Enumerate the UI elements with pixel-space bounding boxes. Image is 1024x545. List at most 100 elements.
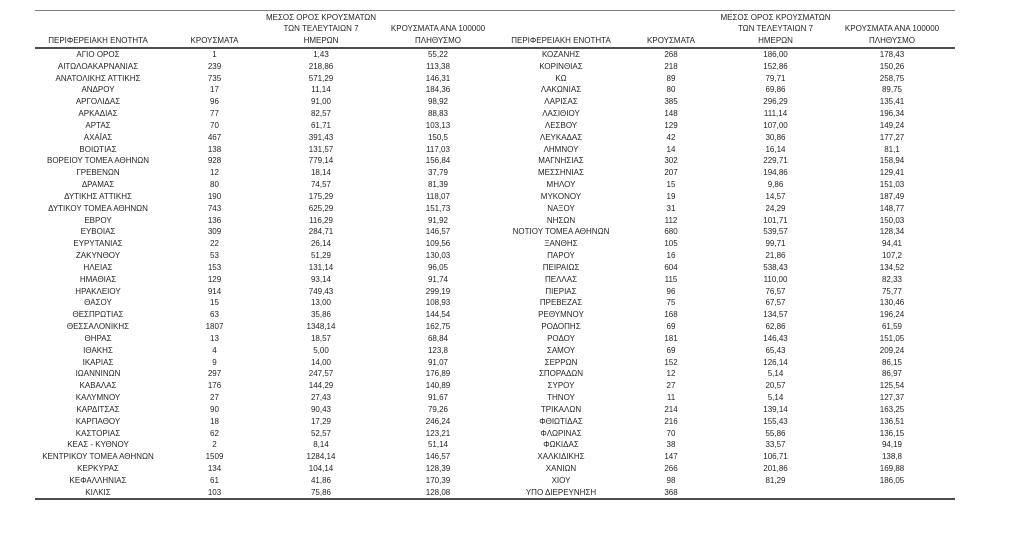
region-cell: ΚΟΖΑΝΗΣ bbox=[541, 50, 581, 59]
region-cell: ΙΚΑΡΙΑΣ bbox=[82, 357, 114, 367]
table-row: ΔΥΤΙΚΟΥ ΤΟΜΕΑ ΑΘΗΝΩΝ 743 625,29 151,73 ΝΑΞΟΥ… bbox=[35, 203, 955, 215]
region-cell: ΚΩ bbox=[555, 73, 567, 83]
table-row: ΕΒΡΟΥ 136 116,29 91,92 ΝΗΣΩΝ 112 101,71 150,03 bbox=[35, 215, 955, 227]
col-header-per100k-right: ΚΡΟΥΣΜΑΤΑ ΑΝΑ 100000 ΠΛΗΘΥΣΜΟ bbox=[829, 11, 955, 47]
table-row: ΚΑΡΠΑΘΟΥ 18 17,29 246,24 ΦΘΙΩΤΙΔΑΣ 216 155,43 1… bbox=[35, 416, 955, 428]
avg7-cell: 104,14 bbox=[308, 463, 334, 473]
cases-cell: 90 bbox=[210, 404, 219, 414]
cases-cell: 105 bbox=[664, 239, 678, 249]
avg7-cell: 33,57 bbox=[765, 440, 786, 450]
region-cell: ΑΓΙΟ ΟΡΟΣ bbox=[76, 50, 120, 59]
avg7-cell: 779,14 bbox=[308, 156, 334, 166]
avg7-cell: 61,71 bbox=[310, 120, 332, 130]
cases-cell: 268 bbox=[664, 50, 678, 59]
avg7-cell: 14,00 bbox=[310, 357, 332, 367]
avg7-header-line3: ΗΜΕΡΩΝ bbox=[758, 35, 793, 45]
avg7-cell: 539,57 bbox=[763, 227, 788, 237]
table-row: ΖΑΚΥΝΘΟΥ 53 51,29 130,03 ΠΑΡΟΥ 16 21,86 107,2 bbox=[35, 250, 955, 262]
cases-cell: 103 bbox=[207, 487, 222, 497]
per100k-cell: 184,36 bbox=[425, 85, 451, 95]
table-row: ΚΑΣΤΟΡΙΑΣ 62 52,57 123,21 ΦΛΩΡΙΝΑΣ 70 55,86 136… bbox=[35, 428, 955, 440]
avg7-cell: 107,00 bbox=[763, 120, 788, 130]
cases-cell: 147 bbox=[664, 452, 678, 462]
per100k-cell: 246,24 bbox=[425, 416, 451, 426]
region-cell: ΡΕΘΥΜΝΟΥ bbox=[538, 310, 584, 320]
table-row: ΑΝΔΡΟΥ 17 11,14 184,36 ΛΑΚΩΝΙΑΣ 80 69,86 89,75 bbox=[35, 84, 955, 96]
table-row: ΗΛΕΙΑΣ 153 131,14 96,05 ΠΕΙΡΑΙΩΣ 604 538,43 134… bbox=[35, 262, 955, 274]
cases-cell: 42 bbox=[666, 132, 676, 142]
per100k-cell: 96,05 bbox=[427, 262, 449, 272]
region-cell: ΧΑΛΚΙΔΙΚΗΣ bbox=[537, 452, 585, 462]
table-row: ΙΘΑΚΗΣ 4 5,00 123,8 ΣΑΜΟΥ 69 65,43 209,24 bbox=[35, 345, 955, 357]
avg7-header-line1: ΜΕΣΟΣ ΟΡΟΣ ΚΡΟΥΣΜΑΤΩΝ bbox=[265, 13, 377, 23]
cases-cell: 1807 bbox=[205, 322, 224, 332]
avg7-cell: 5,00 bbox=[313, 345, 329, 355]
region-header-label: ΠΕΡΙΦΕΡΕΙΑΚΗ ΕΝΟΤΗΤΑ bbox=[511, 35, 611, 45]
per100k-cell: 91,92 bbox=[427, 215, 449, 225]
region-cell: ΚΕΦΑΛΛΗΝΙΑΣ bbox=[69, 475, 127, 485]
per100k-cell: 118,07 bbox=[426, 191, 450, 201]
per100k-cell: 146,31 bbox=[425, 73, 451, 83]
region-cell: ΛΗΜΝΟΥ bbox=[543, 144, 579, 154]
per100k-cell: 37,79 bbox=[427, 168, 449, 178]
region-cell: ΑΝΔΡΟΥ bbox=[81, 85, 115, 95]
per100k-cell: 129,41 bbox=[879, 168, 905, 178]
table-row: ΘΑΣΟΥ 15 13,00 108,93 ΠΡΕΒΕΖΑΣ 75 67,57 130,46 bbox=[35, 297, 955, 309]
avg7-cell: 13,00 bbox=[310, 298, 332, 308]
per100k-cell: 117,03 bbox=[426, 144, 450, 154]
cases-cell: 190 bbox=[207, 191, 222, 201]
table-row: ΔΡΑΜΑΣ 80 74,57 81,39 ΜΗΛΟΥ 15 9,86 151,03 bbox=[35, 179, 955, 191]
cases-cell: 153 bbox=[207, 262, 222, 272]
per100k-cell: 150,26 bbox=[879, 61, 905, 71]
cases-cell: 53 bbox=[210, 251, 219, 261]
region-cell: ΗΛΕΙΑΣ bbox=[83, 262, 113, 272]
per100k-cell: 68,84 bbox=[427, 333, 449, 343]
per100k-cell: 109,56 bbox=[425, 239, 451, 249]
per100k-cell: 170,39 bbox=[425, 475, 451, 485]
avg7-cell: 79,71 bbox=[765, 73, 786, 83]
cases-cell: 368 bbox=[664, 487, 678, 497]
per100k-cell: 128,08 bbox=[425, 487, 451, 497]
per100k-cell: 86,97 bbox=[881, 369, 903, 379]
region-cell: ΡΟΔΟΥ bbox=[547, 333, 575, 343]
table-row: ΑΡΤΑΣ 70 61,71 103,13 ΛΕΣΒΟΥ 129 107,00 149,24 bbox=[35, 120, 955, 132]
per100k-cell: 146,57 bbox=[425, 452, 451, 462]
cases-cell: 12 bbox=[666, 369, 676, 379]
avg7-cell bbox=[722, 487, 829, 499]
avg7-cell: 9,86 bbox=[767, 180, 784, 190]
cases-cell: 11 bbox=[666, 393, 676, 403]
region-cell: ΧΙΟΥ bbox=[551, 475, 571, 485]
region-cell: ΕΒΡΟΥ bbox=[84, 215, 112, 225]
avg7-header-line2: ΤΩΝ ΤΕΛΕΥΤΑΙΩΝ 7 bbox=[283, 24, 359, 34]
region-cell: ΛΕΥΚΑΔΑΣ bbox=[539, 132, 583, 142]
avg7-cell: 51,29 bbox=[310, 251, 332, 261]
avg7-cell: 18,57 bbox=[310, 333, 332, 343]
avg7-cell: 625,29 bbox=[308, 203, 334, 213]
avg7-cell: 30,86 bbox=[765, 132, 786, 142]
avg7-cell: 146,43 bbox=[763, 333, 788, 343]
avg7-cell: 62,86 bbox=[765, 322, 786, 332]
cases-cell: 112 bbox=[664, 215, 678, 225]
regional-cases-table: ΠΕΡΙΦΕΡΕΙΑΚΗ ΕΝΟΤΗΤΑ ΚΡΟΥΣΜΑΤΑ ΜΕΣΟΣ ΟΡΟ… bbox=[35, 10, 955, 501]
table-row: ΒΟΡΕΙΟΥ ΤΟΜΕΑ ΑΘΗΝΩΝ 928 779,14 156,84 ΜΑΓΝΗ… bbox=[35, 155, 955, 167]
table-body: ΑΓΙΟ ΟΡΟΣ 1 1,43 55,22 ΚΟΖΑΝΗΣ 268 186,00 178,4… bbox=[35, 49, 955, 501]
table-row: ΕΥΡΥΤΑΝΙΑΣ 22 26,14 109,56 ΞΑΝΘΗΣ 105 99,71 94,… bbox=[35, 238, 955, 250]
region-cell: ΝΟΤΙΟΥ ΤΟΜΕΑ ΑΘΗΝΩΝ bbox=[512, 227, 610, 237]
region-cell: ΖΑΚΥΝΘΟΥ bbox=[75, 251, 121, 261]
per100k-header-line2: ΠΛΗΘΥΣΜΟ bbox=[868, 35, 916, 45]
region-cell: ΠΑΡΟΥ bbox=[547, 251, 575, 261]
cases-cell: 134 bbox=[207, 463, 222, 473]
per100k-cell: 136,51 bbox=[879, 416, 905, 426]
table-row: ΔΥΤΙΚΗΣ ΑΤΤΙΚΗΣ 190 175,29 118,07 ΜΥΚΟΝΟΥ 19 1… bbox=[35, 191, 955, 203]
avg7-header-line1: ΜΕΣΟΣ ΟΡΟΣ ΚΡΟΥΣΜΑΤΩΝ bbox=[720, 13, 831, 23]
avg7-cell: 81,29 bbox=[765, 475, 786, 485]
avg7-cell: 67,57 bbox=[765, 298, 786, 308]
per100k-cell: 149,24 bbox=[879, 120, 905, 130]
avg7-header-line2: ΤΩΝ ΤΕΛΕΥΤΑΙΩΝ 7 bbox=[737, 24, 814, 34]
region-cell: ΜΗΛΟΥ bbox=[546, 180, 576, 190]
cases-cell: 604 bbox=[664, 262, 678, 272]
cases-cell: 18 bbox=[210, 416, 219, 426]
per100k-cell: 299,19 bbox=[425, 286, 451, 296]
table-row: ΓΡΕΒΕΝΩΝ 12 18,14 37,79 ΜΕΣΣΗΝΙΑΣ 207 194,86 12… bbox=[35, 167, 955, 179]
region-cell: ΒΟΙΩΤΙΑΣ bbox=[79, 144, 117, 154]
